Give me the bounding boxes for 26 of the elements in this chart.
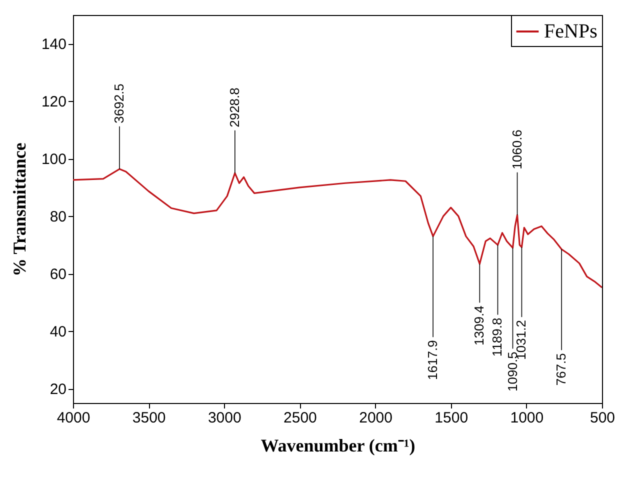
annotation: 1189.8 (490, 318, 505, 357)
annotation: 767.5 (554, 353, 569, 386)
annotation: 1060.6 (509, 130, 524, 170)
y-tick-label: 40 (50, 324, 66, 341)
y-axis-title: % Transmittance (9, 142, 30, 276)
x-tick-label: 1000 (510, 410, 544, 426)
x-tick-label: 3500 (132, 410, 166, 426)
annotation: 2928.8 (226, 88, 242, 128)
x-tick-label: 3000 (208, 410, 242, 426)
y-tick-label: 20 (50, 381, 66, 398)
line-series (73, 168, 602, 288)
x-tick-label: 4000 (56, 410, 90, 426)
y-tick-label: 80 (50, 208, 66, 226)
annotation: 1309.4 (472, 306, 487, 346)
y-tick-label: 140 (41, 36, 66, 54)
x-axis-title: Wavenumber (cm⁻¹) (260, 436, 416, 456)
x-tick-label: 2000 (359, 410, 392, 426)
y-tick-label: 100 (41, 151, 66, 168)
x-tick-label: 1500 (434, 410, 468, 426)
annotation: 1617.9 (425, 340, 440, 380)
legend-label: FeNPs (544, 20, 598, 42)
y-tick-label: 120 (41, 94, 66, 111)
x-tick-label: 500 (590, 410, 616, 426)
annotation: 3692.5 (111, 84, 126, 124)
y-tick-label: 60 (50, 266, 66, 284)
x-tick-label: 2500 (284, 410, 317, 426)
